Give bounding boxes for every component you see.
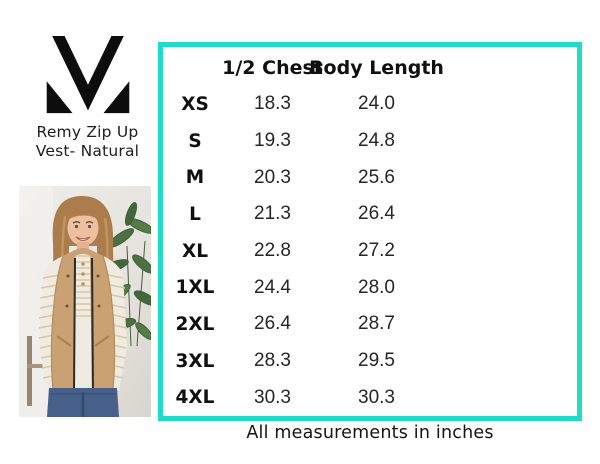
- header-half-chest: 1/2 Chest: [222, 56, 323, 79]
- chair-decoration: [27, 336, 43, 406]
- measurements-note: All measurements in inches: [246, 423, 494, 443]
- half-chest-value: 20.3: [254, 166, 291, 188]
- body-length-value: 24.0: [358, 93, 395, 115]
- body-length-value: 25.6: [358, 166, 395, 188]
- size-label: 3XL: [175, 350, 215, 372]
- size-label: 1XL: [175, 277, 215, 299]
- size-label: M: [185, 167, 205, 189]
- half-chest-value: 21.3: [254, 203, 291, 225]
- body-length-value: 28.7: [358, 313, 395, 335]
- half-chest-value: 28.3: [254, 350, 291, 372]
- half-chest-value: 22.8: [254, 240, 291, 262]
- model-figure: [38, 196, 128, 417]
- body-length-value: 30.3: [358, 386, 395, 408]
- model-photo-illustration: [19, 186, 151, 417]
- product-title-line1: Remy Zip Up: [36, 123, 139, 141]
- brand-logo: [45, 30, 131, 118]
- size-label: L: [189, 203, 201, 225]
- size-label: XL: [181, 240, 209, 262]
- body-length-value: 26.4: [358, 203, 395, 225]
- size-label: 2XL: [175, 313, 215, 335]
- body-length-value: 27.2: [358, 240, 395, 262]
- header-body-length: Body Length: [309, 56, 444, 79]
- size-label: XS: [181, 93, 209, 115]
- product-title: Remy Zip Up Vest- Natural: [5, 123, 170, 161]
- product-title-line2: Vest- Natural: [35, 142, 140, 160]
- product-photo: [19, 186, 151, 417]
- half-chest-value: 24.4: [254, 276, 291, 298]
- body-length-value: 28.0: [358, 276, 395, 298]
- size-table-grid: 1/2 Chest Body Length XS 18.3 24.0 S 19.…: [163, 47, 577, 416]
- body-length-value: 29.5: [358, 350, 395, 372]
- size-label: S: [188, 130, 202, 152]
- half-chest-value: 26.4: [254, 313, 291, 335]
- body-length-value: 24.8: [358, 130, 395, 152]
- half-chest-value: 18.3: [254, 93, 291, 115]
- size-table: 1/2 Chest Body Length XS 18.3 24.0 S 19.…: [158, 42, 582, 421]
- size-label: 4XL: [175, 387, 215, 409]
- half-chest-value: 30.3: [254, 386, 291, 408]
- m-monogram-icon: [46, 30, 130, 114]
- half-chest-value: 19.3: [254, 130, 291, 152]
